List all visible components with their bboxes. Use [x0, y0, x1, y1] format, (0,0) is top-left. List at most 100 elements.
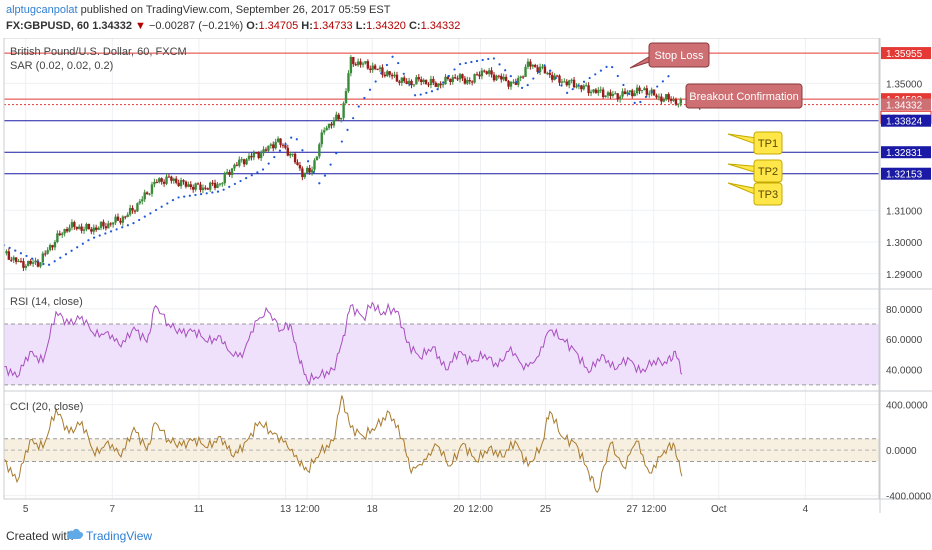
- sar-dot: [177, 196, 180, 199]
- candle-body: [388, 71, 391, 75]
- sar-dot: [171, 199, 175, 202]
- candle-body: [281, 144, 285, 146]
- candle-body: [344, 91, 348, 104]
- footer-bar: Created with TradingView: [0, 521, 932, 550]
- candle-body: [111, 222, 115, 225]
- candle-body: [325, 127, 328, 131]
- sar-dot: [425, 91, 428, 94]
- candle-body: [594, 89, 598, 94]
- candle-body: [584, 85, 588, 87]
- tp2-callout[interactable]: TP2: [727, 159, 783, 183]
- candle-body: [592, 89, 595, 92]
- ohlc-line: FX:GBPUSD, 60 1.34332 ▼ −0.00287 (−0.21%…: [6, 20, 460, 32]
- symbol-legend-title[interactable]: British Pound/U.S. Dollar, 60, FXCM: [10, 46, 187, 58]
- sar-dot: [64, 253, 68, 256]
- stop-loss-callout[interactable]: Stop Loss: [629, 42, 710, 69]
- time-tick-label: 27: [627, 504, 639, 515]
- sar-dot: [323, 174, 327, 177]
- candle-body: [70, 222, 74, 228]
- sar-dot: [616, 74, 619, 78]
- sar-dot: [464, 61, 467, 65]
- candle-body: [34, 260, 37, 263]
- candle-body: [119, 220, 122, 223]
- annotation-callouts[interactable]: Stop Loss Breakout Confirmation TP1 TP2 TP3: [629, 42, 803, 206]
- candle-body: [150, 184, 154, 194]
- sar-dot: [346, 128, 349, 131]
- candle-body: [194, 183, 197, 190]
- tp1-callout[interactable]: TP1: [727, 131, 783, 155]
- candle-body: [90, 229, 93, 232]
- candle-body: [446, 76, 450, 79]
- price-tick-label: 1.30000: [886, 238, 923, 249]
- candle-body: [10, 259, 13, 261]
- candle-body: [487, 70, 491, 74]
- sar-dot: [481, 58, 484, 62]
- candle-body: [395, 74, 399, 82]
- sar-dot: [543, 64, 546, 67]
- candle-body: [652, 89, 656, 96]
- candle-body: [364, 61, 367, 64]
- rsi-legend[interactable]: RSI (14, close): [10, 296, 83, 308]
- candle-body: [141, 199, 144, 202]
- candle-body: [548, 72, 551, 75]
- candle-body: [165, 176, 168, 184]
- candle-body: [310, 169, 314, 173]
- price-axis[interactable]: 1.35000 1.31000 1.30000 1.29000 80.0000 60.00…: [880, 47, 932, 503]
- candle-body: [648, 93, 651, 95]
- candle-body: [369, 68, 372, 70]
- candle-body: [483, 70, 486, 72]
- candle-body: [427, 84, 430, 86]
- candle-body: [289, 153, 292, 156]
- sar-dot: [59, 256, 62, 259]
- price-tick-label: 1.35000: [886, 79, 923, 90]
- cci-tick-label: 0.0000: [886, 446, 917, 457]
- candle-body: [92, 227, 95, 232]
- candle-body: [524, 66, 527, 77]
- candle-body: [667, 94, 670, 100]
- candle-body: [114, 216, 117, 223]
- candle-body: [65, 229, 69, 232]
- candle-body: [420, 79, 423, 83]
- sar-dot: [368, 88, 372, 91]
- tradingview-brand-link[interactable]: TradingView: [86, 529, 153, 543]
- sar-dot: [98, 234, 101, 237]
- candle-body: [77, 226, 81, 229]
- candle-body: [432, 79, 435, 83]
- tp1-callout-box: [753, 131, 783, 155]
- breakout-callout-text: Breakout Confirmation: [689, 91, 798, 103]
- time-axis[interactable]: 5 7 11 13 12:00 18 20 12:00 25 27 12:00 Oct 4: [23, 504, 809, 515]
- tp3-callout[interactable]: TP3: [727, 182, 783, 206]
- sar-dot: [639, 100, 642, 104]
- candle-body: [672, 99, 675, 101]
- sar-dot: [515, 80, 518, 84]
- cci-line: [4, 395, 683, 493]
- candle-body: [298, 165, 302, 169]
- candle-body: [131, 207, 134, 211]
- author-link[interactable]: alptugcanpolat: [6, 4, 78, 16]
- candle-body: [417, 77, 421, 80]
- candle-body: [582, 85, 585, 90]
- chart-canvas[interactable]: 1.35000 1.31000 1.30000 1.29000 80.0000 60.00…: [0, 38, 932, 521]
- stop-price-label: 1.35955: [886, 49, 923, 60]
- candle-body: [677, 103, 680, 105]
- candle-body: [538, 66, 542, 73]
- sar-dot: [149, 212, 152, 215]
- candle-body: [434, 82, 437, 87]
- cci-legend[interactable]: CCI (20, close): [10, 401, 83, 413]
- tradingview-cloud-icon[interactable]: [66, 526, 84, 542]
- last-price-tag: [881, 98, 931, 111]
- candle-body: [128, 207, 132, 215]
- candle-body: [233, 164, 236, 169]
- sar-dot: [233, 182, 236, 186]
- sar-dot: [475, 59, 479, 63]
- candle-body: [48, 245, 52, 251]
- close-label: C:: [408, 20, 421, 32]
- candle-body: [507, 80, 510, 87]
- sar-legend[interactable]: SAR (0.02, 0.02, 0.2): [10, 60, 113, 72]
- breakout-callout[interactable]: Breakout Confirmation: [685, 83, 803, 111]
- time-tick-label: 12:00: [295, 504, 320, 515]
- candle-body: [405, 81, 408, 84]
- symbol-label[interactable]: FX:GBPUSD, 60: [6, 20, 90, 32]
- candle-body: [638, 87, 641, 91]
- close-value: 1.34332: [420, 20, 461, 32]
